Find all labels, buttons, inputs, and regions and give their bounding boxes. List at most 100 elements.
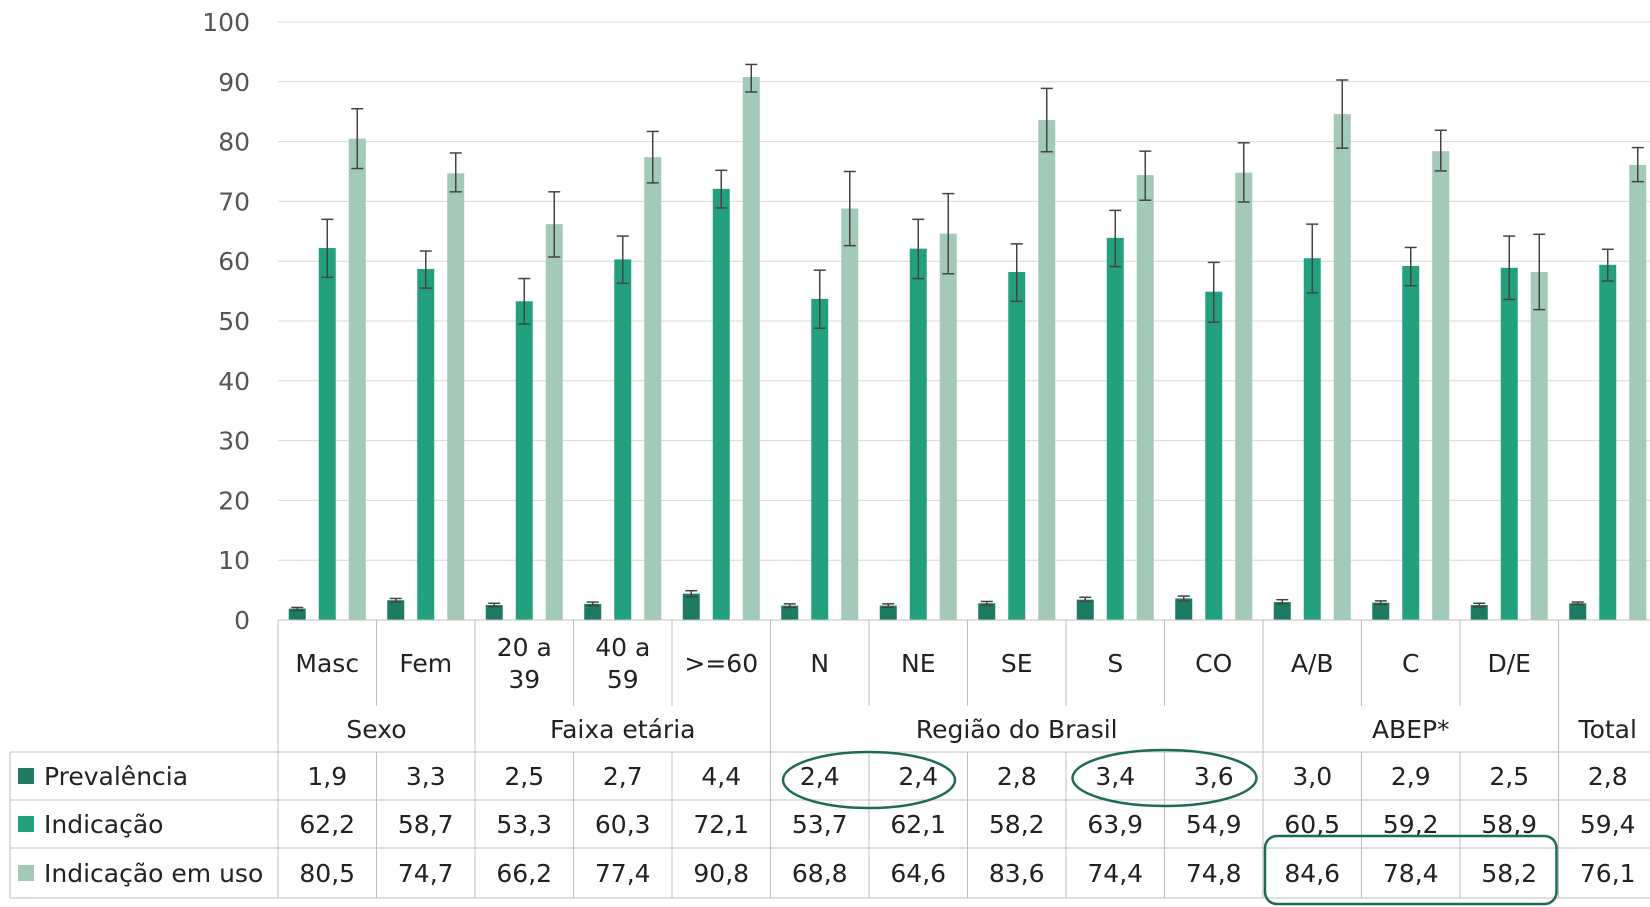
data-label: 77,4: [595, 859, 651, 888]
category-label: NE: [901, 649, 936, 678]
bar: [1432, 151, 1450, 620]
bar: [1038, 120, 1056, 621]
data-label: 84,6: [1284, 859, 1340, 888]
bar: [644, 157, 662, 620]
y-tick-label: 90: [218, 68, 250, 97]
bar: [1333, 114, 1351, 620]
bar: [811, 298, 829, 620]
bar: [1470, 605, 1488, 620]
y-tick-label: 40: [218, 367, 250, 396]
data-label: 58,2: [989, 810, 1045, 839]
bar: [318, 248, 336, 620]
bar: [712, 188, 730, 621]
bar: [614, 259, 632, 620]
category-label: >=60: [684, 649, 758, 678]
data-label: 2,7: [603, 762, 643, 791]
gridlines: [278, 21, 1650, 621]
data-label: 59,2: [1383, 810, 1439, 839]
data-label: 2,8: [997, 762, 1037, 791]
data-label: 2,4: [800, 762, 840, 791]
data-label: 80,5: [299, 859, 355, 888]
data-label: 60,3: [595, 810, 651, 839]
data-label: 3,4: [1095, 762, 1135, 791]
bar: [1402, 265, 1420, 620]
highlight-ellipse: [781, 750, 957, 810]
data-label: 72,1: [693, 810, 749, 839]
bar: [545, 224, 563, 620]
category-label: A/B: [1291, 649, 1334, 678]
bar: [447, 173, 465, 620]
y-tick-label: 10: [218, 546, 250, 575]
bar: [387, 600, 405, 620]
data-label: 1,9: [307, 762, 347, 791]
y-tick-label: 0: [234, 606, 250, 635]
y-tick-label: 30: [218, 427, 250, 456]
data-label: 62,2: [299, 810, 355, 839]
y-tick-label: 50: [218, 307, 250, 336]
category-label: N: [810, 649, 829, 678]
bar: [909, 248, 927, 620]
legend-label: Indicação em uso: [44, 859, 263, 888]
y-tick-label: 80: [218, 128, 250, 157]
bar: [742, 77, 760, 621]
data-label: 76,1: [1580, 859, 1636, 888]
bar: [1530, 271, 1548, 620]
bar: [682, 593, 700, 620]
data-label: 83,6: [989, 859, 1045, 888]
bar: [841, 208, 859, 621]
bar: [1273, 602, 1291, 620]
bar: [1372, 602, 1390, 620]
data-label: 62,1: [890, 810, 946, 839]
bar: [1136, 175, 1154, 620]
data-table: Masc Fem 20 a 39 40 a 59 >=60 N NE SE S CO A/B C D/E Se…: [9, 619, 1650, 899]
bar: [515, 301, 533, 620]
category-label: 20 a: [497, 633, 552, 662]
bar: [1303, 258, 1321, 620]
category-label: CO: [1195, 649, 1232, 678]
data-label: 3,3: [406, 762, 446, 791]
group-label: Sexo: [346, 715, 406, 744]
data-label: 3,0: [1292, 762, 1332, 791]
highlight-annotations: [781, 748, 1558, 906]
category-label: 59: [607, 665, 639, 694]
group-label: Faixa etária: [550, 715, 695, 744]
category-label: 40 a: [595, 633, 650, 662]
group-label: Região do Brasil: [916, 715, 1118, 744]
data-label: 90,8: [693, 859, 749, 888]
data-label: 58,2: [1481, 859, 1537, 888]
bar: [978, 603, 996, 620]
highlight-box: [1263, 834, 1558, 906]
y-tick-label: 70: [218, 187, 250, 216]
bars: [288, 77, 1647, 621]
data-label: 58,7: [398, 810, 454, 839]
y-tick-label: 100: [202, 8, 250, 37]
y-tick-label: 20: [218, 486, 250, 515]
data-label: 53,3: [496, 810, 552, 839]
data-label: 4,4: [701, 762, 741, 791]
data-label: 2,5: [504, 762, 544, 791]
data-label: 2,9: [1391, 762, 1431, 791]
data-label: 60,5: [1284, 810, 1340, 839]
bar: [781, 605, 799, 620]
legend-label: Indicação: [44, 810, 163, 839]
bar: [879, 605, 897, 620]
data-label: 64,6: [890, 859, 946, 888]
category-label: SE: [1001, 649, 1033, 678]
bar: [1599, 264, 1617, 620]
bar: [1500, 267, 1518, 620]
data-label: 78,4: [1383, 859, 1439, 888]
data-label: 58,9: [1481, 810, 1537, 839]
bar: [939, 233, 957, 620]
bar: [1569, 603, 1587, 620]
category-label: Masc: [295, 649, 359, 678]
data-label: 74,8: [1186, 859, 1242, 888]
category-label: S: [1107, 649, 1123, 678]
legend-label: Prevalência: [44, 762, 188, 791]
legend-swatch: [18, 768, 34, 784]
legend-swatch: [18, 816, 34, 832]
data-label: 2,5: [1489, 762, 1529, 791]
y-tick-label: 60: [218, 247, 250, 276]
bar: [584, 603, 602, 620]
data-label: 53,7: [792, 810, 848, 839]
